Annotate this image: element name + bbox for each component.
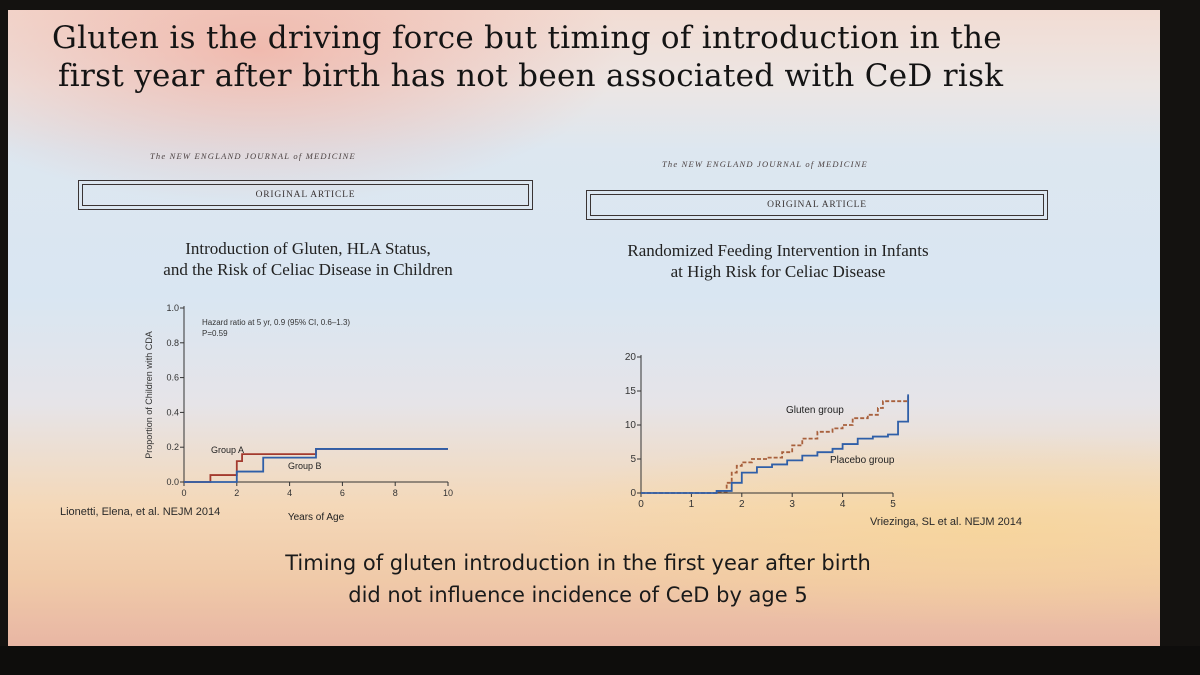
right-article-title: Randomized Feeding Intervention in Infan… xyxy=(568,240,988,282)
x-tick-label: 4 xyxy=(840,499,846,510)
left-citation: Lionetti, Elena, et al. NEJM 2014 xyxy=(60,506,221,518)
y-axis-title: Proportion of Children with CDA xyxy=(144,331,154,459)
right-banner: ORIGINAL ARTICLE xyxy=(586,190,1048,220)
x-axis-title: Years of Age xyxy=(288,512,345,523)
slide-title-line1: Gluten is the driving force but timing o… xyxy=(52,20,1002,56)
x-tick-label: 5 xyxy=(890,499,896,510)
x-tick-label: 10 xyxy=(443,488,453,498)
y-tick-label: 20 xyxy=(625,352,637,363)
y-tick-label: 1.0 xyxy=(166,303,179,313)
right-article-title-line1: Randomized Feeding Intervention in Infan… xyxy=(627,241,929,260)
y-tick-label: 0.4 xyxy=(166,407,179,417)
right-citation: Vriezinga, SL et al. NEJM 2014 xyxy=(870,516,1023,528)
y-tick-label: 5 xyxy=(630,454,636,465)
slide-title-line2: first year after birth has not been asso… xyxy=(58,58,1004,94)
y-tick-label: 10 xyxy=(625,420,637,431)
slide-screen: Gluten is the driving force but timing o… xyxy=(8,10,1160,646)
screen-bottom-edge xyxy=(0,646,1200,675)
left-article-title-line1: Introduction of Gluten, HLA Status, xyxy=(185,239,431,258)
right-banner-label: ORIGINAL ARTICLE xyxy=(767,200,867,210)
series-line-group-b xyxy=(184,448,448,483)
x-tick-label: 6 xyxy=(340,488,345,498)
x-tick-label: 1 xyxy=(689,499,695,510)
x-tick-label: 2 xyxy=(234,488,239,498)
x-tick-label: 4 xyxy=(287,488,292,498)
left-banner: ORIGINAL ARTICLE xyxy=(78,180,533,210)
series-line-placebo-group xyxy=(641,394,910,494)
y-tick-label: 0.2 xyxy=(166,442,179,452)
right-journal-name: The NEW ENGLAND JOURNAL of MEDICINE xyxy=(662,159,868,169)
series-label-placebo-group: Placebo group xyxy=(830,455,895,466)
series-label-group-a: Group A xyxy=(211,445,244,455)
y-tick-label: 0.8 xyxy=(166,338,179,348)
right-article-title-line2: at High Risk for Celiac Disease xyxy=(670,262,886,281)
series-label-gluten-group: Gluten group xyxy=(786,405,844,416)
y-tick-label: 0.0 xyxy=(166,477,179,487)
p-value-annotation: P=0.59 xyxy=(202,329,228,338)
conclusion-line1: Timing of gluten introduction in the fir… xyxy=(285,551,871,575)
x-tick-label: 3 xyxy=(789,499,795,510)
x-tick-label: 2 xyxy=(739,499,745,510)
series-line-gluten-group xyxy=(641,394,910,494)
left-banner-label: ORIGINAL ARTICLE xyxy=(255,190,356,200)
conclusion-line2: did not influence incidence of CeD by ag… xyxy=(348,583,808,607)
y-tick-label: 0 xyxy=(630,488,636,499)
left-journal-name: The NEW ENGLAND JOURNAL of MEDICINE xyxy=(150,151,356,161)
left-km-chart: 0.0 0.2 0.4 0.6 0.8 1.0 0 2 4 6 8 10 Group A Group B H… xyxy=(144,303,453,523)
left-article-title: Introduction of Gluten, HLA Status, and … xyxy=(68,238,548,280)
x-tick-label: 0 xyxy=(181,488,186,498)
x-tick-label: 8 xyxy=(393,488,398,498)
left-article-title-line2: and the Risk of Celiac Disease in Childr… xyxy=(163,260,453,279)
y-tick-label: 0.6 xyxy=(166,373,179,383)
series-label-group-b: Group B xyxy=(288,461,322,471)
hazard-ratio-annotation: Hazard ratio at 5 yr, 0.9 (95% CI, 0.6–1… xyxy=(202,318,350,327)
y-tick-label: 15 xyxy=(625,386,637,397)
right-km-chart: 0 5 10 15 20 0 1 2 3 4 5 Gluten group Placebo group xyxy=(625,352,910,510)
x-tick-label: 0 xyxy=(638,499,644,510)
